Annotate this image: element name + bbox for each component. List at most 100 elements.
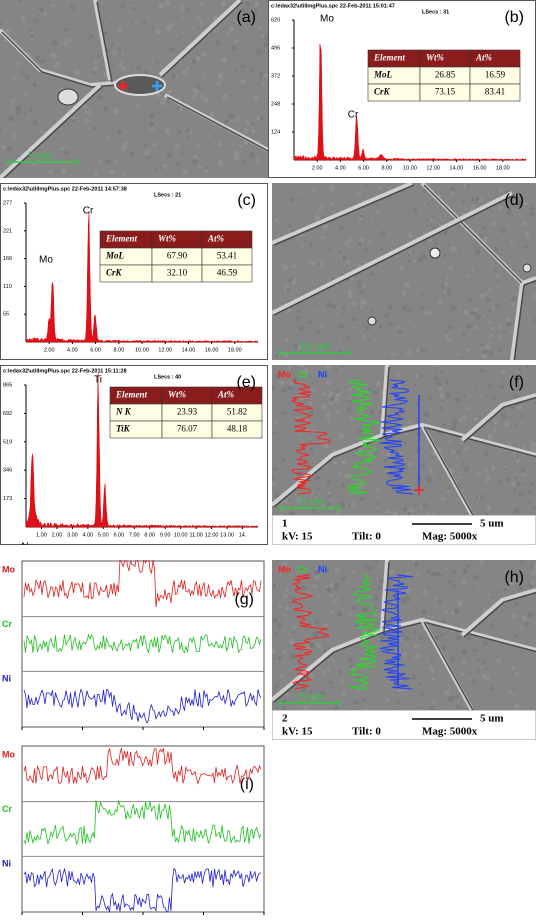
texture [319,690,326,697]
legend-entry: Mo [278,564,291,574]
y-tick-label: 620 [271,17,280,23]
texture [60,147,64,151]
texture [385,509,391,514]
texture [505,476,511,482]
texture [420,253,426,259]
texture [451,424,457,431]
panel-label: (e) [236,374,256,391]
texture [2,98,5,101]
table-header: Wt% [168,390,187,400]
info-scale-label: 5 um [480,713,504,725]
texture [483,468,489,474]
texture [482,314,485,317]
image-bg [272,183,536,360]
texture [28,107,34,113]
texture [430,660,434,664]
texture [444,333,449,338]
texture [457,600,463,607]
texture [458,254,461,257]
texture [326,344,332,349]
texture [310,388,316,394]
texture [344,473,351,480]
grain-boundary [272,183,413,245]
texture [436,381,442,387]
texture [437,447,442,452]
texture [504,421,510,427]
texture [514,703,520,709]
sem-image-d: (d) 10 um [272,183,536,360]
texture [351,300,358,307]
pit [522,263,532,273]
texture [312,584,317,589]
texture [532,294,536,299]
texture [317,644,322,649]
texture [341,312,345,316]
texture [330,499,334,503]
texture [196,143,201,148]
texture [310,428,317,435]
texture [0,21,3,26]
texture [72,116,76,120]
texture [181,152,184,155]
texture [530,206,535,211]
texture [112,108,119,114]
texture [233,150,240,157]
marker-blue [152,81,162,91]
texture [154,167,158,171]
texture [286,308,292,313]
texture [318,356,321,360]
texture [217,142,223,148]
texture [315,212,318,216]
texture [505,190,509,194]
legend-entry: Mo [278,369,291,379]
texture [359,496,364,501]
texture [361,628,365,632]
grain-boundary [420,424,474,515]
texture [368,339,372,343]
texture [301,687,307,693]
texture [413,560,419,566]
grain-boundary [158,0,242,77]
texture [199,94,205,99]
grain-shadow [423,184,525,286]
x-tick-label: 11.00 [189,532,202,538]
texture [13,68,17,72]
texture [348,387,353,392]
texture [243,127,249,133]
texture [445,392,451,398]
texture [13,132,17,136]
texture [10,98,16,104]
texture [465,275,469,278]
cross [414,485,424,495]
texture [317,372,322,377]
panel-label: (g) [234,591,254,608]
texture [476,471,480,475]
texture [280,673,285,678]
texture [44,12,48,16]
texture [217,160,224,166]
texture [292,596,297,601]
texture [532,506,536,510]
texture [11,76,17,81]
x-tick-label: 1.00 [36,532,47,538]
texture [455,352,458,356]
grain-shadow [3,86,103,178]
x-tick-label: 6.00 [113,532,124,538]
texture [337,349,343,355]
grain-boundary [510,282,524,360]
texture [285,338,289,342]
texture [317,574,321,578]
texture [465,406,469,410]
scale-label: 10 um [300,341,331,353]
texture [418,373,423,378]
texture [375,381,381,388]
texture [420,292,424,296]
texture [495,657,502,664]
grain-shadow [423,621,474,710]
table-header: Element [105,234,137,244]
texture [513,576,516,579]
texture [245,120,250,125]
texture [316,486,320,491]
texture [499,583,503,587]
texture [463,395,467,399]
